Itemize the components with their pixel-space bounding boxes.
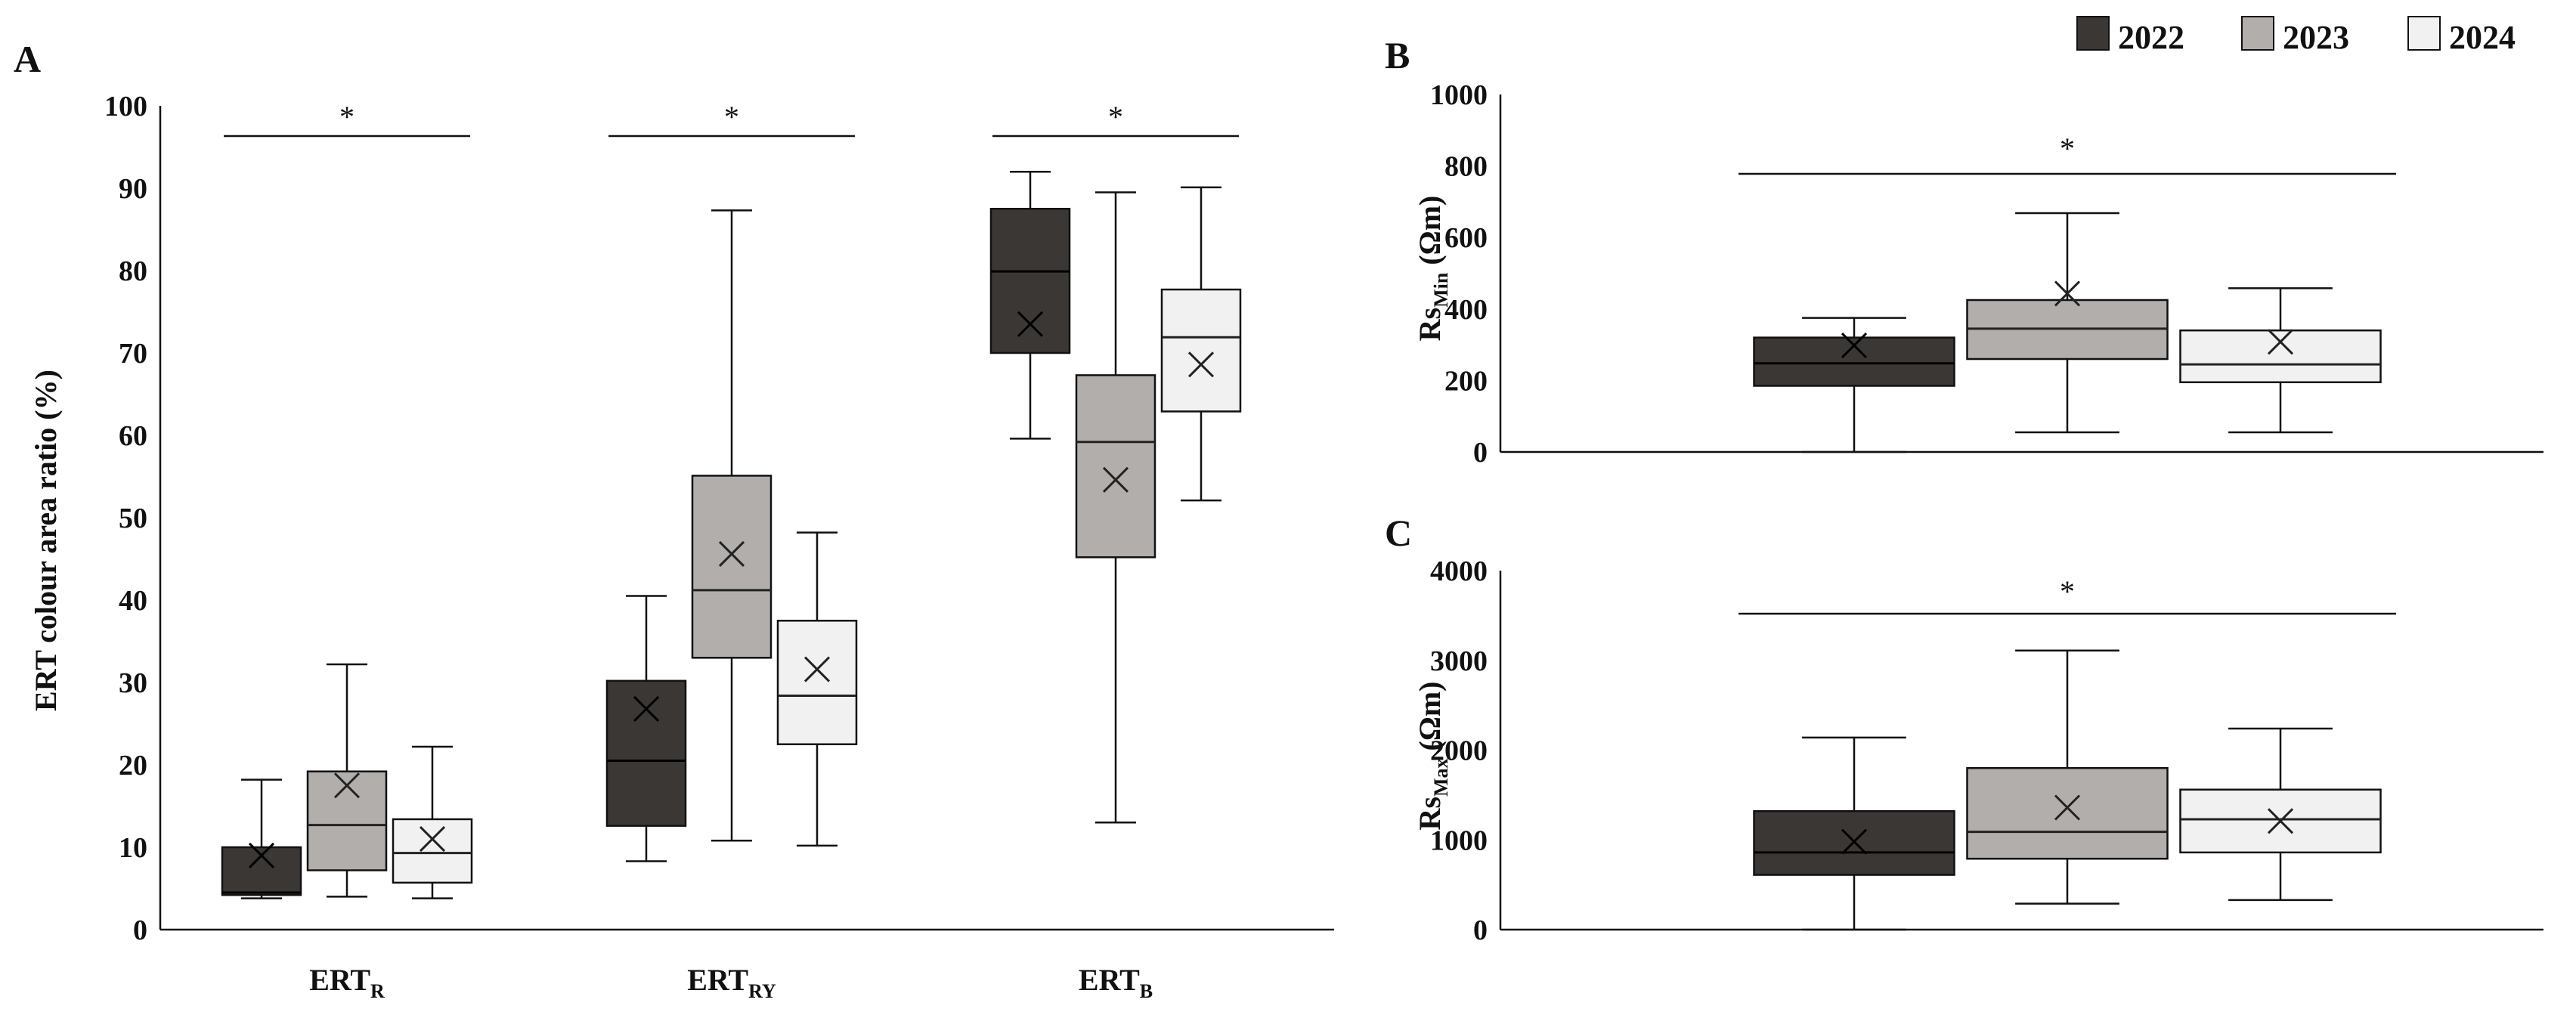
panel-b-y-label-unit: (Ωm) bbox=[1413, 196, 1447, 273]
panel-a-box-2024-2 bbox=[1160, 186, 1242, 502]
significance-star-ert-ry: * bbox=[724, 100, 739, 134]
category-label-ert-r-sub: R bbox=[370, 980, 385, 1002]
panel-b-box-2022-mean-marker-b bbox=[1841, 332, 1868, 359]
panel-a-box-2022-2-mean-marker-b bbox=[1017, 311, 1044, 337]
panel-c-box-2023-iqr-box bbox=[1966, 767, 2169, 860]
panel-a-y-tick-label: 80 bbox=[119, 255, 147, 287]
panel-a-y-axis-label: ERT colour area ratio (%) bbox=[29, 370, 63, 711]
panel-c-y-tick-label: 1000 bbox=[1430, 825, 1488, 856]
panel-c-y-tick-label: 2000 bbox=[1430, 735, 1488, 767]
panel-a-box-2023-0 bbox=[306, 663, 388, 898]
panel-a-box-2023-1-iqr-box bbox=[691, 475, 772, 659]
significance-star-panel-b: * bbox=[2060, 132, 2075, 166]
panel-a-box-2024-2-mean-marker-b bbox=[1187, 351, 1215, 378]
panel-b-y-tick-label: 400 bbox=[1444, 294, 1488, 326]
panel-a-y-tick-label: 50 bbox=[119, 503, 147, 534]
category-label-ert-ry-sub: RY bbox=[748, 980, 776, 1002]
panel-c-y-label-sub: Max bbox=[1430, 759, 1452, 797]
significance-star-ert-b: * bbox=[1108, 100, 1123, 134]
plot-layer: 0102030405060708090100020040060080010000… bbox=[104, 79, 2543, 946]
panel-label-b: B bbox=[1385, 34, 1410, 76]
panel-a-box-2022-1 bbox=[605, 595, 687, 862]
panel-c-y-tick-label: 3000 bbox=[1430, 645, 1488, 677]
legend-label-2023: 2023 bbox=[2283, 19, 2349, 56]
panel-b-y-label-base: Rs bbox=[1413, 308, 1447, 341]
panel-a-box-2022-1-mean-marker-b bbox=[633, 695, 660, 722]
legend: 2022 2023 2024 bbox=[2076, 16, 2516, 56]
panel-a-box-2022-2 bbox=[989, 170, 1071, 440]
significance-star-panel-c: * bbox=[2060, 574, 2075, 608]
panel-c-y-label-unit: (Ωm) bbox=[1413, 682, 1447, 759]
panel-b-box-2024-iqr-box bbox=[2179, 329, 2382, 384]
category-label-ert-b-base: ERT bbox=[1079, 963, 1140, 997]
panel-a-box-2022-1-iqr-box bbox=[605, 679, 687, 827]
category-label-ert-ry-base: ERT bbox=[687, 963, 748, 997]
panel-c-box-2024-mean-marker-b bbox=[2267, 808, 2294, 834]
panel-b-y-tick-label: 1000 bbox=[1430, 79, 1488, 111]
panel-b-y-axis-label: RsMin (Ωm) bbox=[1413, 196, 1452, 342]
panel-c-box-2022 bbox=[1753, 736, 1955, 931]
panel-b-box-2024 bbox=[2179, 287, 2382, 434]
panel-a-box-2023-1 bbox=[691, 209, 772, 842]
panel-a-y-tick-label: 70 bbox=[119, 338, 147, 370]
panel-a-y-tick-label: 60 bbox=[119, 420, 147, 452]
panel-a-box-2024-0 bbox=[392, 745, 473, 899]
panel-b-box-2023-mean-marker-b bbox=[2054, 280, 2081, 307]
panel-a-box-2024-1 bbox=[776, 531, 858, 847]
category-label-ert-b-sub: B bbox=[1140, 980, 1153, 1002]
panel-a-box-2023-0-iqr-box bbox=[306, 770, 388, 871]
panel-a-box-2023-1-mean-marker-b bbox=[718, 540, 745, 568]
legend-label-2024: 2024 bbox=[2449, 19, 2516, 56]
panel-a-y-tick-label: 90 bbox=[119, 173, 147, 205]
panel-b-y-tick-label: 0 bbox=[1473, 437, 1488, 469]
panel-a-y-tick-label: 30 bbox=[119, 667, 147, 699]
legend-swatch-2022 bbox=[2076, 16, 2110, 51]
panel-a-box-2024-1-iqr-box bbox=[776, 620, 858, 745]
panel-a-box-2022-2-iqr-box bbox=[989, 208, 1071, 354]
panel-a-y-tick-label: 40 bbox=[119, 585, 147, 617]
panel-a-box-2023-2 bbox=[1075, 191, 1156, 824]
legend-swatch-2023 bbox=[2241, 16, 2274, 51]
category-label-ert-b: ERTB bbox=[1079, 963, 1153, 1002]
panel-b-y-tick-label: 600 bbox=[1444, 222, 1488, 254]
category-label-ert-ry: ERTRY bbox=[687, 963, 776, 1002]
panel-c-box-2022-iqr-box bbox=[1753, 810, 1955, 876]
panel-b-box-2022 bbox=[1753, 317, 1955, 453]
panel-label-c: C bbox=[1385, 512, 1412, 554]
panel-a-y-tick-label: 0 bbox=[133, 915, 147, 946]
panel-c-box-2022-mean-marker-b bbox=[1841, 828, 1868, 855]
panel-c-box-2023-mean-marker-b bbox=[2054, 794, 2081, 821]
panel-a-y-tick-label: 20 bbox=[119, 750, 147, 781]
panel-c-y-tick-label: 0 bbox=[1473, 915, 1488, 946]
category-label-ert-r-base: ERT bbox=[309, 963, 370, 997]
panel-b-y-tick-label: 200 bbox=[1444, 365, 1488, 397]
panel-b-box-2024-mean-marker-b bbox=[2267, 329, 2294, 355]
panel-a-box-2023-2-iqr-box bbox=[1075, 374, 1156, 559]
panel-a-box-2024-0-mean-marker-b bbox=[419, 826, 446, 853]
panel-b-y-label-sub: Min bbox=[1430, 272, 1452, 308]
panel-a-box-2022-0 bbox=[221, 778, 302, 899]
panel-a-y-tick-label: 10 bbox=[119, 832, 147, 864]
panel-c-box-2024 bbox=[2179, 727, 2382, 902]
panel-a-box-2024-1-mean-marker-b bbox=[803, 656, 831, 682]
panel-a-box-2022-0-mean-marker-b bbox=[248, 842, 275, 868]
panel-a-box-2024-0-iqr-box bbox=[392, 818, 473, 884]
significance-star-ert-r: * bbox=[339, 100, 355, 134]
panel-a-box-2023-0-mean-marker-b bbox=[333, 772, 361, 799]
panel-c-y-axis-label: RsMax (Ωm) bbox=[1413, 682, 1452, 831]
legend-swatch-2024 bbox=[2407, 16, 2441, 51]
panel-a-box-2023-2-mean-marker-b bbox=[1102, 466, 1129, 493]
legend-label-2022: 2022 bbox=[2118, 19, 2184, 56]
panel-c-box-2023 bbox=[1966, 649, 2169, 905]
panel-b-y-tick-label: 800 bbox=[1444, 151, 1488, 183]
panel-label-a: A bbox=[14, 38, 41, 80]
panel-a-y-tick-label: 100 bbox=[104, 91, 147, 122]
panel-b-box-2023 bbox=[1966, 212, 2169, 434]
panel-c-y-tick-label: 4000 bbox=[1430, 556, 1488, 587]
category-label-ert-r: ERTR bbox=[309, 963, 385, 1002]
panel-c-y-label-base: Rs bbox=[1413, 797, 1447, 830]
panel-a-box-2024-2-iqr-box bbox=[1160, 288, 1242, 413]
